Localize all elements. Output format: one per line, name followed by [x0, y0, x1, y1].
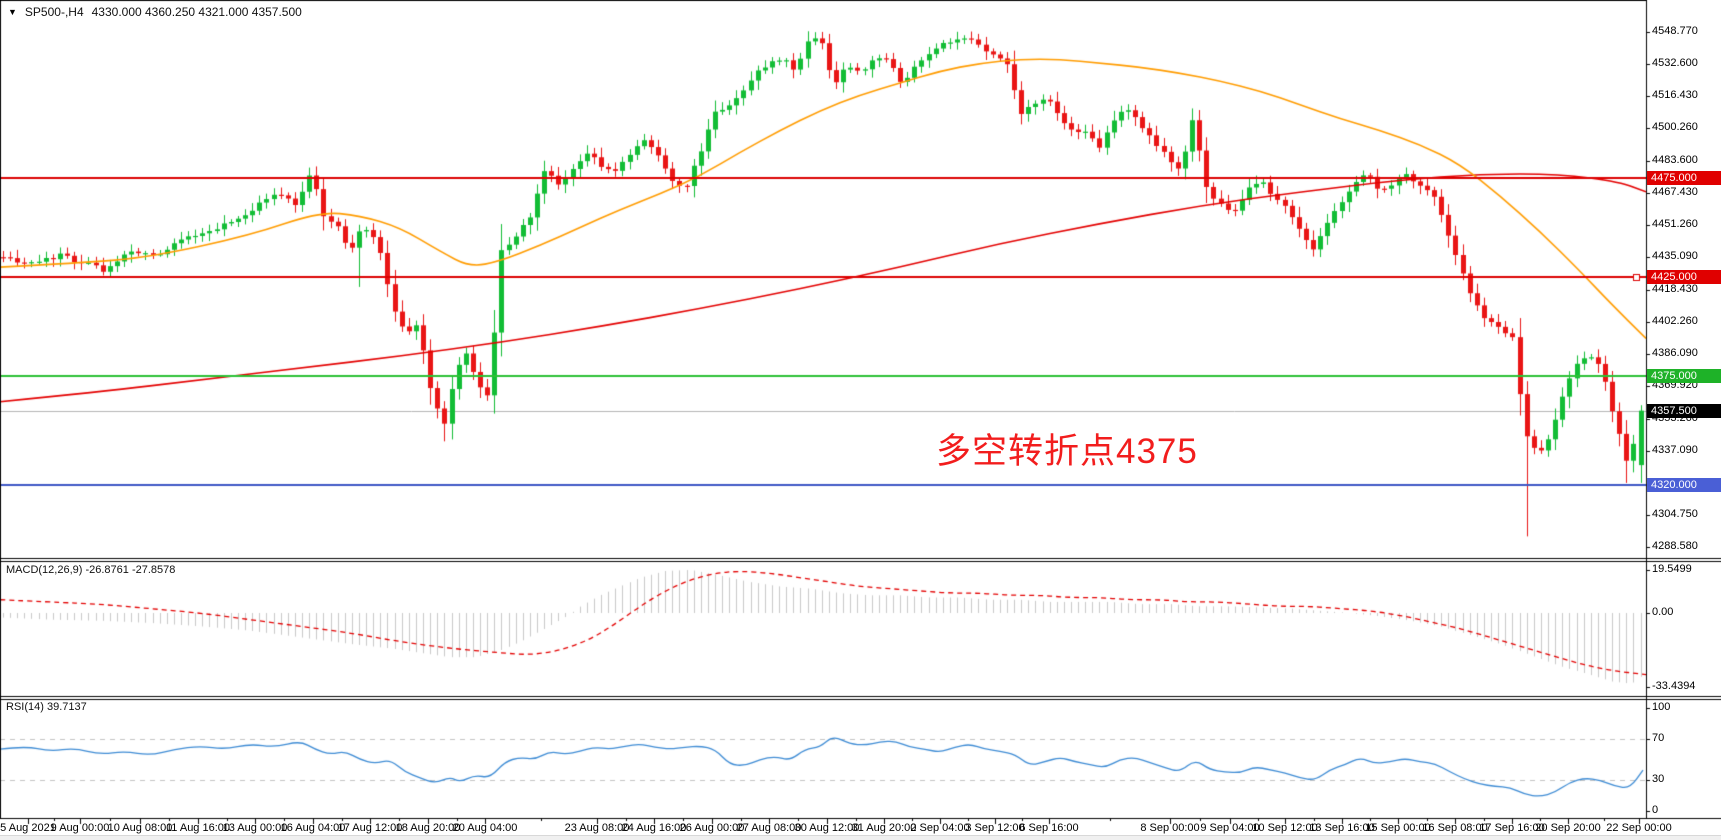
main-chart-panel[interactable]: [0, 0, 1646, 557]
ohlc-values: 4330.000 4360.250 4321.000 4357.500: [91, 5, 302, 19]
status-strip: [0, 835, 1721, 840]
macd-panel[interactable]: [0, 561, 1646, 696]
macd-indicator-label: MACD(12,26,9) -26.8761 -27.8578: [6, 564, 176, 576]
rsi-indicator-label: RSI(14) 39.7137: [6, 701, 87, 713]
bid-price-tag[interactable]: 4357.500: [1647, 403, 1721, 418]
price-level-tag[interactable]: 4475.000: [1647, 171, 1721, 185]
rsi-panel[interactable]: [0, 699, 1646, 818]
annotation-text[interactable]: 多空转折点4375: [936, 432, 1198, 471]
price-level-tag[interactable]: 4320.000: [1647, 477, 1721, 492]
symbol-dropdown-icon[interactable]: ▼: [8, 7, 17, 17]
price-level-tag[interactable]: 4375.000: [1647, 369, 1721, 383]
chart-title-bar: ▼ SP500-,H4 4330.000 4360.250 4321.000 4…: [8, 5, 302, 19]
price-level-tag[interactable]: 4425.000: [1647, 270, 1721, 284]
symbol-period-label: SP500-,H4: [24, 5, 84, 19]
